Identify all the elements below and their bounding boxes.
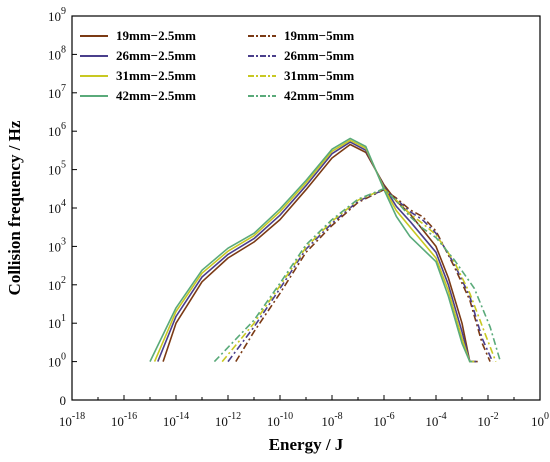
y-tick-label: 107 — [48, 83, 66, 101]
y-tick-label: 0 — [60, 393, 67, 408]
x-tick-label: 10-18 — [59, 411, 85, 429]
x-tick-label: 10-6 — [373, 411, 394, 429]
series-line-6 — [221, 188, 497, 363]
y-tick-label: 103 — [48, 236, 66, 254]
legend-label: 26mm−2.5mm — [116, 48, 196, 63]
legend-label: 31mm−5mm — [284, 68, 354, 83]
legend-label: 42mm−5mm — [284, 88, 354, 103]
x-tick-label: 10-16 — [111, 411, 137, 429]
x-tick-label: 10-10 — [267, 411, 293, 429]
y-axis-title: Collision frequency / Hz — [5, 120, 24, 295]
plot-area — [149, 137, 502, 363]
x-tick-label: 10-2 — [477, 411, 498, 429]
x-tick-label: 10-4 — [425, 411, 446, 429]
y-tick-label: 109 — [48, 6, 66, 24]
x-tick-label: 10-12 — [215, 411, 241, 429]
y-tick-label: 106 — [48, 121, 66, 139]
legend-label: 26mm−5mm — [284, 48, 354, 63]
series-line-7 — [213, 187, 502, 363]
series-line-5 — [227, 188, 494, 363]
y-tick-label: 108 — [48, 44, 66, 62]
series-line-2 — [153, 139, 475, 363]
y-tick-label: 104 — [48, 198, 66, 216]
y-tick-label: 105 — [48, 160, 66, 178]
x-tick-label: 100 — [531, 411, 549, 429]
legend-label: 42mm−2.5mm — [116, 88, 196, 103]
y-tick-label: 102 — [48, 275, 66, 293]
x-axis-title: Energy / J — [269, 435, 344, 454]
x-tick-label: 10-14 — [163, 411, 189, 429]
legend-label: 19mm−2.5mm — [116, 28, 196, 43]
series-line-0 — [162, 143, 478, 363]
x-tick-label: 10-8 — [321, 411, 342, 429]
legend: 19mm−2.5mm 26mm−2.5mm 31mm−2.5mm 42mm−2.5mm… — [80, 28, 354, 103]
series-line-3 — [149, 137, 473, 363]
series-line-1 — [157, 141, 477, 363]
legend-label: 19mm−5mm — [284, 28, 354, 43]
legend-label: 31mm−2.5mm — [116, 68, 196, 83]
y-tick-label: 100 — [48, 352, 66, 370]
y-tick-label: 101 — [48, 313, 66, 331]
axes: 10-18 10-16 10-14 10-12 10-10 10-8 10-6 10-4 10-… — [48, 6, 549, 429]
